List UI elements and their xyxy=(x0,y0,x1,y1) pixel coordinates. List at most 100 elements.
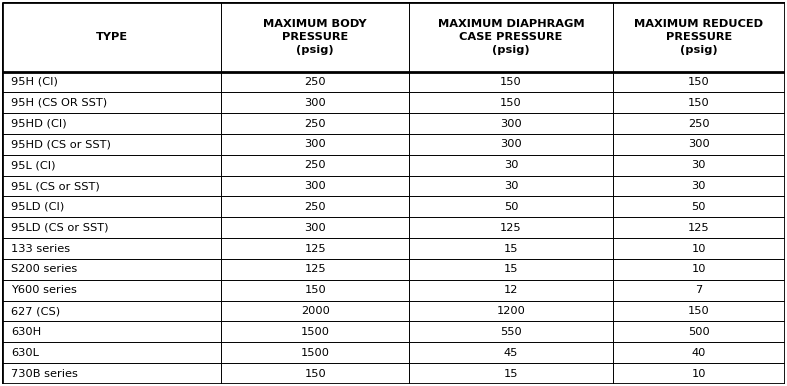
Text: 1500: 1500 xyxy=(301,327,330,337)
Bar xyxy=(221,238,409,259)
Text: 150: 150 xyxy=(305,285,326,295)
Bar xyxy=(613,301,785,322)
Bar xyxy=(409,113,613,134)
Text: MAXIMUM REDUCED
PRESSURE
(psig): MAXIMUM REDUCED PRESSURE (psig) xyxy=(634,19,763,55)
Text: 30: 30 xyxy=(692,160,706,170)
Bar xyxy=(221,113,409,134)
Bar xyxy=(613,155,785,176)
Text: 300: 300 xyxy=(305,181,326,191)
Bar xyxy=(613,196,785,217)
Bar xyxy=(2,342,221,363)
Text: 250: 250 xyxy=(305,202,326,212)
Bar xyxy=(613,238,785,259)
Bar xyxy=(221,342,409,363)
Text: 50: 50 xyxy=(692,202,706,212)
Text: 150: 150 xyxy=(500,77,522,87)
Bar xyxy=(409,301,613,322)
Text: 300: 300 xyxy=(500,139,522,149)
Bar xyxy=(613,71,785,92)
Bar xyxy=(2,217,221,238)
Bar xyxy=(2,280,221,301)
Bar xyxy=(613,280,785,301)
Bar xyxy=(613,322,785,342)
Bar xyxy=(221,259,409,280)
Text: 500: 500 xyxy=(688,327,710,337)
Bar xyxy=(409,238,613,259)
Bar xyxy=(409,71,613,92)
Bar xyxy=(613,2,785,71)
Bar xyxy=(221,155,409,176)
Text: 550: 550 xyxy=(500,327,522,337)
Text: 300: 300 xyxy=(500,119,522,129)
Text: 150: 150 xyxy=(305,369,326,379)
Bar xyxy=(2,176,221,196)
Text: 95LD (CS or SST): 95LD (CS or SST) xyxy=(12,223,109,233)
Text: 15: 15 xyxy=(504,264,518,274)
Text: 45: 45 xyxy=(504,348,518,358)
Bar xyxy=(2,2,221,71)
Bar xyxy=(2,322,221,342)
Bar xyxy=(409,155,613,176)
Bar xyxy=(409,259,613,280)
Text: 630H: 630H xyxy=(12,327,42,337)
Text: 125: 125 xyxy=(305,244,326,254)
Bar xyxy=(2,363,221,384)
Bar xyxy=(613,342,785,363)
Bar xyxy=(613,92,785,113)
Bar xyxy=(221,280,409,301)
Text: 125: 125 xyxy=(305,264,326,274)
Text: 1500: 1500 xyxy=(301,348,330,358)
Bar xyxy=(409,2,613,71)
Text: 150: 150 xyxy=(688,306,710,316)
Bar xyxy=(409,363,613,384)
Text: 250: 250 xyxy=(305,119,326,129)
Bar xyxy=(2,301,221,322)
Text: 15: 15 xyxy=(504,369,518,379)
Bar xyxy=(613,363,785,384)
Bar xyxy=(409,342,613,363)
Bar xyxy=(221,363,409,384)
Bar xyxy=(409,196,613,217)
Text: 15: 15 xyxy=(504,244,518,254)
Bar xyxy=(221,2,409,71)
Bar xyxy=(613,217,785,238)
Text: 150: 150 xyxy=(688,98,710,108)
Text: 10: 10 xyxy=(692,244,706,254)
Text: 125: 125 xyxy=(500,223,522,233)
Bar xyxy=(221,71,409,92)
Text: 133 series: 133 series xyxy=(12,244,71,254)
Bar xyxy=(221,134,409,155)
Text: 1200: 1200 xyxy=(497,306,526,316)
Text: Y600 series: Y600 series xyxy=(12,285,77,295)
Text: 627 (CS): 627 (CS) xyxy=(12,306,61,316)
Text: TYPE: TYPE xyxy=(95,32,127,42)
Bar xyxy=(2,134,221,155)
Text: 250: 250 xyxy=(305,77,326,87)
Text: 95H (CS OR SST): 95H (CS OR SST) xyxy=(12,98,108,108)
Bar xyxy=(221,217,409,238)
Text: 2000: 2000 xyxy=(301,306,330,316)
Text: 150: 150 xyxy=(500,98,522,108)
Bar xyxy=(2,71,221,92)
Text: 30: 30 xyxy=(692,181,706,191)
Bar xyxy=(409,134,613,155)
Bar xyxy=(613,259,785,280)
Text: 250: 250 xyxy=(305,160,326,170)
Text: 30: 30 xyxy=(504,181,518,191)
Bar xyxy=(613,176,785,196)
Bar xyxy=(221,196,409,217)
Text: 30: 30 xyxy=(504,160,518,170)
Bar xyxy=(2,238,221,259)
Bar xyxy=(221,92,409,113)
Bar xyxy=(221,322,409,342)
Text: 300: 300 xyxy=(688,139,710,149)
Text: MAXIMUM BODY
PRESSURE
(psig): MAXIMUM BODY PRESSURE (psig) xyxy=(264,19,367,55)
Bar xyxy=(409,176,613,196)
Text: 95HD (CS or SST): 95HD (CS or SST) xyxy=(12,139,111,149)
Bar xyxy=(613,134,785,155)
Bar xyxy=(409,280,613,301)
Text: 10: 10 xyxy=(692,264,706,274)
Text: 300: 300 xyxy=(305,98,326,108)
Text: S200 series: S200 series xyxy=(12,264,78,274)
Bar xyxy=(2,196,221,217)
